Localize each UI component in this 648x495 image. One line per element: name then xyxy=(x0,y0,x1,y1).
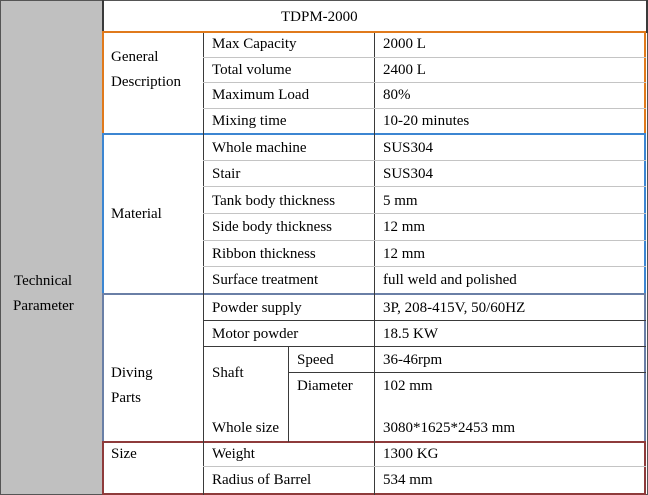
row-value: 3P, 208-415V, 50/60HZ xyxy=(383,300,526,316)
row-value: SUS304 xyxy=(383,140,434,156)
general-label-line2: Description xyxy=(111,74,181,90)
size-label: Size xyxy=(111,446,137,462)
row-line xyxy=(203,346,646,347)
diving-label-line2: Parts xyxy=(111,390,141,406)
row-name: Tank body thickness xyxy=(212,193,336,209)
row-value: 1300 KG xyxy=(383,446,439,462)
row-name: Whole size xyxy=(212,420,280,436)
row-name: Total volume xyxy=(212,62,292,78)
shaft-sub-divider xyxy=(288,347,289,442)
technical-parameter-label-line1: Technical xyxy=(14,273,73,289)
row-line xyxy=(203,240,646,241)
shaft-label: Shaft xyxy=(212,365,244,381)
row-name: Weight xyxy=(212,446,255,462)
model-title: TDPM-2000 xyxy=(281,9,358,25)
row-line xyxy=(203,320,646,321)
row-value: 12 mm xyxy=(383,219,426,235)
row-name: Diameter xyxy=(297,378,353,394)
row-line xyxy=(203,160,646,161)
technical-parameter-label-line2: Parameter xyxy=(13,298,74,314)
technical-parameter-cell xyxy=(0,0,102,495)
row-line xyxy=(203,186,646,187)
title-row-border xyxy=(102,0,648,33)
row-value: full weld and polished xyxy=(383,272,517,288)
row-name: Max Capacity xyxy=(212,36,297,52)
row-line xyxy=(203,266,646,267)
row-name: Whole machine xyxy=(212,140,307,156)
value-column-divider xyxy=(374,33,375,495)
row-name: Ribbon thickness xyxy=(212,246,316,262)
material-label: Material xyxy=(111,206,162,222)
row-line xyxy=(203,466,646,467)
row-name: Mixing time xyxy=(212,113,287,129)
row-name: Radius of Barrel xyxy=(212,472,312,488)
name-column-divider xyxy=(203,33,204,495)
diving-label-line1: Diving xyxy=(111,365,153,381)
general-label-line1: General xyxy=(111,49,159,65)
row-name: Stair xyxy=(212,166,241,182)
row-value: 534 mm xyxy=(383,472,433,488)
row-name: Maximum Load xyxy=(212,87,310,103)
row-name: Speed xyxy=(297,352,334,368)
row-value: 2400 L xyxy=(383,62,426,78)
row-name: Side body thickness xyxy=(212,219,332,235)
row-value: 3080*1625*2453 mm xyxy=(383,420,516,436)
row-line xyxy=(203,57,646,58)
row-value: 18.5 KW xyxy=(383,326,438,342)
row-value: SUS304 xyxy=(383,166,434,182)
row-name: Powder supply xyxy=(212,300,302,316)
row-value: 10-20 minutes xyxy=(383,113,470,129)
row-value: 102 mm xyxy=(383,378,433,394)
row-value: 5 mm xyxy=(383,193,418,209)
row-value: 2000 L xyxy=(383,36,426,52)
row-value: 36-46rpm xyxy=(383,352,443,368)
row-value: 80% xyxy=(383,87,411,103)
row-line xyxy=(203,82,646,83)
row-value: 12 mm xyxy=(383,246,426,262)
row-line xyxy=(288,372,646,373)
row-name: Surface treatment xyxy=(212,272,319,288)
row-line xyxy=(203,213,646,214)
row-line xyxy=(203,108,646,109)
row-name: Motor powder xyxy=(212,326,299,342)
